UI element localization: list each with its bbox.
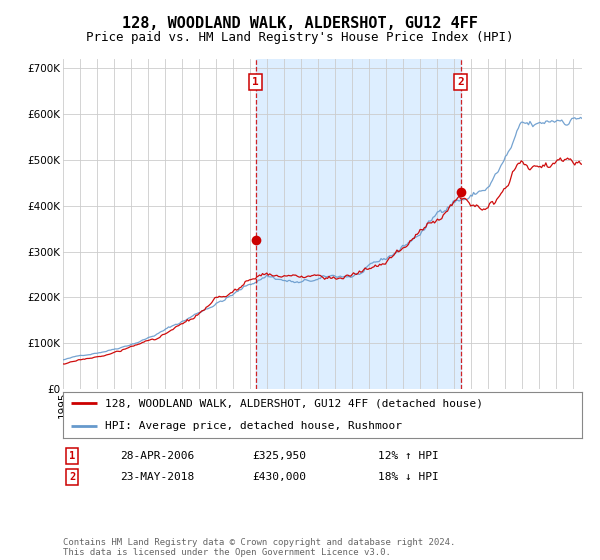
Text: 28-APR-2006: 28-APR-2006 (120, 451, 194, 461)
Text: £430,000: £430,000 (252, 472, 306, 482)
Text: 2: 2 (69, 472, 75, 482)
Text: 128, WOODLAND WALK, ALDERSHOT, GU12 4FF (detached house): 128, WOODLAND WALK, ALDERSHOT, GU12 4FF … (104, 399, 482, 408)
Text: 23-MAY-2018: 23-MAY-2018 (120, 472, 194, 482)
Text: 1: 1 (69, 451, 75, 461)
Text: Price paid vs. HM Land Registry's House Price Index (HPI): Price paid vs. HM Land Registry's House … (86, 31, 514, 44)
Text: 2: 2 (457, 77, 464, 87)
Text: HPI: Average price, detached house, Rushmoor: HPI: Average price, detached house, Rush… (104, 422, 401, 431)
Bar (256, 59, 461, 389)
Text: 12% ↑ HPI: 12% ↑ HPI (378, 451, 439, 461)
Text: 128, WOODLAND WALK, ALDERSHOT, GU12 4FF: 128, WOODLAND WALK, ALDERSHOT, GU12 4FF (122, 16, 478, 31)
Text: Contains HM Land Registry data © Crown copyright and database right 2024.
This d: Contains HM Land Registry data © Crown c… (63, 538, 455, 557)
Text: £325,950: £325,950 (252, 451, 306, 461)
Text: 18% ↓ HPI: 18% ↓ HPI (378, 472, 439, 482)
Text: 1: 1 (252, 77, 259, 87)
